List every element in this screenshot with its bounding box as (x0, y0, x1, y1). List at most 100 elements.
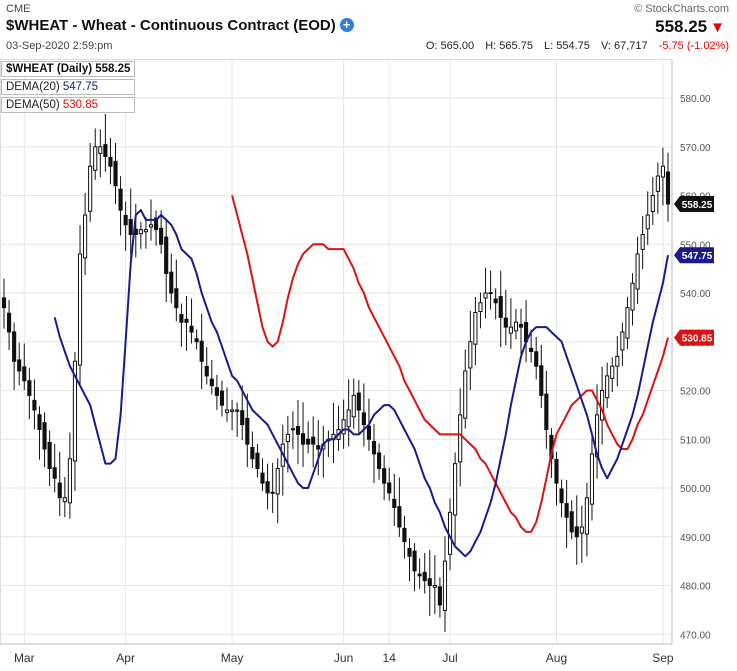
x-tick-label: Sep (652, 651, 674, 665)
candle-up (584, 497, 589, 535)
candle-down (311, 436, 316, 445)
price-chart[interactable]: 470.00 480.00 490.00 500.00 510.00 520.00 530.… (0, 59, 737, 671)
candle-down (290, 428, 295, 431)
candle-down (392, 498, 397, 508)
candle-down (128, 219, 133, 235)
candle-down (539, 365, 544, 396)
candle-down (209, 378, 214, 387)
change-value: -5.75 (-1.02%) (658, 40, 729, 52)
candle-up (88, 165, 93, 212)
candle-down (361, 412, 366, 426)
candle-up (275, 468, 280, 495)
candle-down (1, 297, 7, 309)
candle-up (67, 458, 72, 504)
candle-down (316, 445, 321, 450)
legend-dema50-value: 530.85 (62, 99, 99, 111)
y-tick-label: 540.00 (680, 289, 711, 300)
candle-up (645, 214, 650, 230)
y-tick-label: 580.00 (680, 94, 711, 105)
ohlc-readout: O: 565.00 H: 565.75 L: 554.75 V: 67,717 … (418, 40, 729, 52)
candle-down (382, 468, 387, 484)
exchange-label: CME (6, 3, 31, 15)
candle-down (52, 467, 57, 479)
candle-down (37, 414, 42, 430)
dema20-tag-shape (674, 247, 714, 264)
dema50-tag: 530.85 (674, 329, 714, 346)
candle-up (610, 365, 615, 379)
candle-down (194, 338, 199, 343)
x-tick-label: May (221, 651, 244, 665)
chart-legend: $WHEAT (Daily) 558.25 DEMA(20) 547.75 DE… (1, 61, 136, 115)
candle-down (574, 526, 579, 538)
down-triangle-icon: ▼ (710, 19, 725, 36)
candle-down (402, 527, 407, 543)
candle-down (245, 417, 250, 445)
candle-down (17, 359, 22, 372)
candle-down (57, 482, 62, 499)
candle-up (341, 419, 346, 435)
candle-down (503, 317, 508, 328)
candle-up (72, 360, 78, 462)
y-tick-label: 520.00 (680, 387, 711, 398)
candle-up (605, 375, 610, 399)
candle-down (554, 458, 559, 484)
candle-down (214, 387, 219, 396)
dema50-tag-text: 530.85 (682, 334, 713, 345)
candle-up (143, 229, 148, 233)
dema20-tag-text: 547.75 (682, 251, 713, 262)
candle-down (270, 491, 275, 494)
candle-up (635, 253, 640, 290)
candle-up (351, 394, 356, 418)
candle-down (529, 347, 534, 352)
candle-down (184, 318, 189, 323)
candle-up (625, 307, 630, 339)
candle-up (224, 409, 230, 413)
candle-up (589, 453, 595, 505)
candle-down (397, 506, 402, 528)
candle-down (488, 292, 493, 295)
candle-down (564, 503, 569, 518)
candle-up (235, 409, 240, 412)
symbol-title: $WHEAT - Wheat - Continuous Contract (EO… (6, 17, 336, 34)
price-tag-text: 558.25 (682, 200, 713, 211)
candle-up (630, 282, 635, 311)
candle-down (103, 144, 108, 157)
candle-down (169, 271, 174, 294)
y-tick-label: 490.00 (680, 533, 711, 544)
volume-value: V: 67,717 (600, 40, 648, 52)
dema20-line (53, 209, 669, 558)
candle-down (27, 380, 32, 396)
candle-down (250, 447, 255, 460)
legend-main-label: $WHEAT (Daily) (6, 63, 93, 75)
stockcharts-brand[interactable]: © StockCharts.com (634, 3, 729, 15)
x-tick-label: Jul (442, 651, 457, 665)
candle-down (179, 314, 184, 323)
legend-dema20-label: DEMA(20) (6, 81, 60, 93)
y-tick-label: 550.00 (680, 240, 711, 251)
candle-down (306, 438, 311, 445)
last-price-value: 558.25 (655, 17, 708, 36)
dema20-tag: 547.75 (674, 247, 714, 264)
candle-down (219, 390, 225, 406)
candle-down (153, 217, 159, 231)
open-value: O: 565.00 (425, 40, 475, 52)
candle-down (300, 433, 306, 445)
candle-down (189, 325, 194, 333)
candle-down (534, 351, 539, 367)
add-plus-icon[interactable]: + (339, 18, 354, 32)
candle-up (458, 414, 463, 463)
candle-up (62, 497, 67, 503)
y-tick-label: 570.00 (680, 143, 711, 154)
candle-up (508, 326, 513, 334)
candle-up (620, 331, 625, 351)
candle-up (513, 321, 519, 332)
legend-dema50-label: DEMA(50) (6, 99, 60, 111)
candle-up (640, 234, 645, 250)
candle-up (77, 253, 83, 366)
price-tag-shape (674, 196, 714, 213)
candle-up (579, 526, 584, 534)
candle-up (468, 341, 473, 369)
candle-up (650, 195, 655, 212)
candle-down (366, 425, 372, 440)
y-tick-label: 500.00 (680, 484, 711, 495)
